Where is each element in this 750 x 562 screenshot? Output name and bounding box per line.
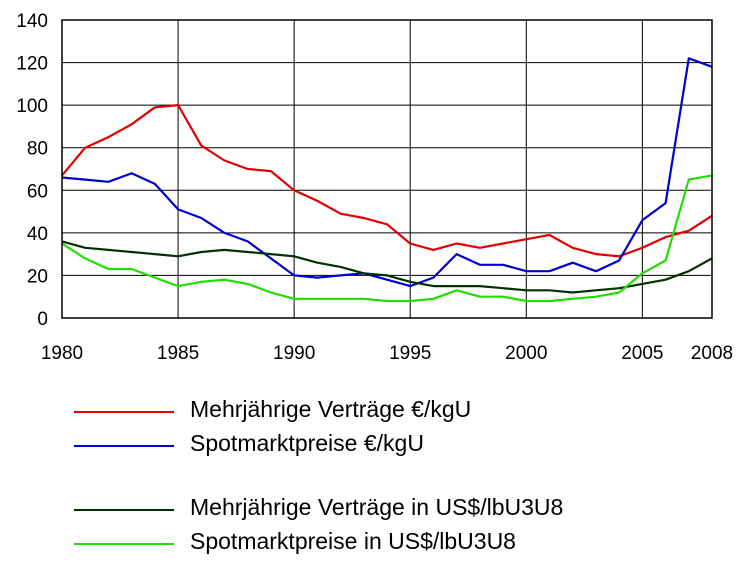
x-tick-label: 1990: [273, 343, 315, 364]
legend-item-series-4: Spotmarktpreise in US$/lbU3U8: [74, 526, 714, 560]
series-line-3: [61, 240, 713, 294]
y-tick-label: 20: [27, 266, 48, 287]
legend-item-series-2: Spotmarktpreise €/kgU: [74, 428, 714, 462]
legend-swatch-series-3: [74, 509, 174, 511]
series-line-4: [61, 174, 713, 303]
y-axis-tick-labels: 0 20 40 60 80 100 120 140: [16, 11, 48, 330]
y-tick-label: 40: [27, 224, 48, 245]
x-tick-label: 1980: [41, 343, 83, 364]
legend-swatch-series-1: [74, 411, 174, 413]
price-line-chart: 0 20 40 60 80 100 120 140 1980 1985 1990 1995 2000 2…: [16, 11, 733, 364]
series-layer: [61, 57, 713, 303]
y-tick-label: 140: [16, 11, 48, 32]
y-tick-label: 120: [16, 54, 48, 75]
legend-label-series-4: Spotmarktpreise in US$/lbU3U8: [190, 528, 516, 554]
y-tick-label: 0: [37, 309, 48, 330]
legend-swatch-series-4: [74, 543, 174, 545]
series-line-2: [61, 57, 713, 288]
grid-layer: [62, 19, 712, 319]
legend-item-series-1: Mehrjährige Verträge €/kgU: [74, 394, 714, 428]
legend: Mehrjährige Verträge €/kgU Spotmarktprei…: [74, 394, 714, 560]
legend-item-series-3: Mehrjährige Verträge in US$/lbU3U8: [74, 492, 714, 526]
x-tick-label: 1995: [389, 343, 431, 364]
x-tick-label: 2005: [621, 343, 663, 364]
plot-frame: [61, 19, 713, 319]
series-line-1: [61, 103, 713, 258]
legend-label-series-1: Mehrjährige Verträge €/kgU: [190, 396, 472, 422]
x-tick-label: 2000: [505, 343, 547, 364]
x-tick-label: 2008: [691, 343, 733, 364]
x-axis-tick-labels: 1980 1985 1990 1995 2000 2005 2008: [41, 343, 733, 364]
legend-label-series-2: Spotmarktpreise €/kgU: [190, 430, 424, 456]
x-tick-label: 1985: [157, 343, 199, 364]
legend-swatch-series-2: [74, 445, 174, 447]
legend-label-series-3: Mehrjährige Verträge in US$/lbU3U8: [190, 494, 564, 520]
y-tick-label: 80: [27, 139, 48, 160]
y-tick-label: 60: [27, 181, 48, 202]
y-tick-label: 100: [16, 96, 48, 117]
